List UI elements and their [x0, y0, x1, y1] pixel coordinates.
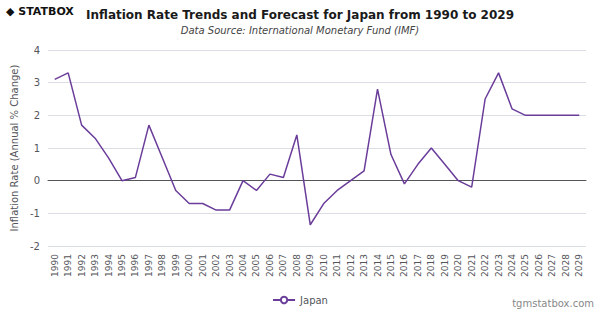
svg-text:2022: 2022 — [480, 254, 490, 277]
svg-text:2011: 2011 — [332, 254, 342, 277]
svg-text:2001: 2001 — [198, 254, 208, 277]
svg-text:2029: 2029 — [574, 254, 584, 277]
svg-text:1998: 1998 — [157, 254, 167, 277]
svg-text:1999: 1999 — [171, 254, 181, 277]
svg-text:1994: 1994 — [104, 254, 114, 277]
svg-text:2016: 2016 — [399, 254, 409, 277]
svg-text:2000: 2000 — [184, 254, 194, 277]
svg-text:2008: 2008 — [292, 254, 302, 277]
svg-text:tgmstatbox.com: tgmstatbox.com — [512, 298, 594, 309]
svg-text:2025: 2025 — [520, 254, 530, 277]
svg-text:2018: 2018 — [426, 254, 436, 277]
svg-text:2015: 2015 — [386, 254, 396, 277]
svg-text:Inflation Rate Trends and Fore: Inflation Rate Trends and Forecast for J… — [86, 8, 514, 22]
svg-text:2004: 2004 — [238, 254, 248, 277]
svg-text:3: 3 — [34, 77, 40, 88]
svg-text:1991: 1991 — [63, 254, 73, 277]
svg-text:2007: 2007 — [278, 254, 288, 277]
svg-text:1997: 1997 — [144, 254, 154, 277]
svg-text:2014: 2014 — [373, 254, 383, 277]
svg-text:1995: 1995 — [117, 254, 127, 277]
svg-text:Inflation Rate (Annual % Chang: Inflation Rate (Annual % Change) — [9, 64, 20, 231]
svg-text:2028: 2028 — [561, 254, 571, 277]
svg-text:2019: 2019 — [440, 254, 450, 277]
svg-text:◆ STATBOX: ◆ STATBOX — [6, 5, 74, 18]
svg-text:0: 0 — [34, 175, 40, 186]
svg-text:2021: 2021 — [467, 254, 477, 277]
svg-text:2013: 2013 — [359, 254, 369, 277]
svg-text:2026: 2026 — [534, 254, 544, 277]
svg-text:1996: 1996 — [130, 254, 140, 277]
svg-text:Japan: Japan — [299, 295, 328, 306]
svg-text:4: 4 — [34, 45, 40, 56]
svg-text:Data Source: International Mon: Data Source: International Monetary Fund… — [181, 25, 420, 36]
svg-text:1: 1 — [34, 143, 40, 154]
svg-text:1993: 1993 — [90, 254, 100, 277]
svg-text:-2: -2 — [30, 241, 40, 252]
svg-text:2012: 2012 — [346, 254, 356, 277]
svg-text:1992: 1992 — [77, 254, 87, 277]
svg-text:1990: 1990 — [50, 254, 60, 277]
svg-text:2: 2 — [34, 110, 40, 121]
svg-text:2006: 2006 — [265, 254, 275, 277]
svg-text:2027: 2027 — [547, 254, 557, 277]
svg-text:2020: 2020 — [453, 254, 463, 277]
svg-text:2010: 2010 — [319, 254, 329, 277]
svg-text:2017: 2017 — [413, 254, 423, 277]
svg-text:2024: 2024 — [507, 254, 517, 277]
svg-text:2023: 2023 — [494, 254, 504, 277]
svg-text:2003: 2003 — [225, 254, 235, 277]
svg-text:2005: 2005 — [251, 254, 261, 277]
svg-text:2002: 2002 — [211, 254, 221, 277]
svg-text:2009: 2009 — [305, 254, 315, 277]
svg-text:-1: -1 — [30, 208, 40, 219]
